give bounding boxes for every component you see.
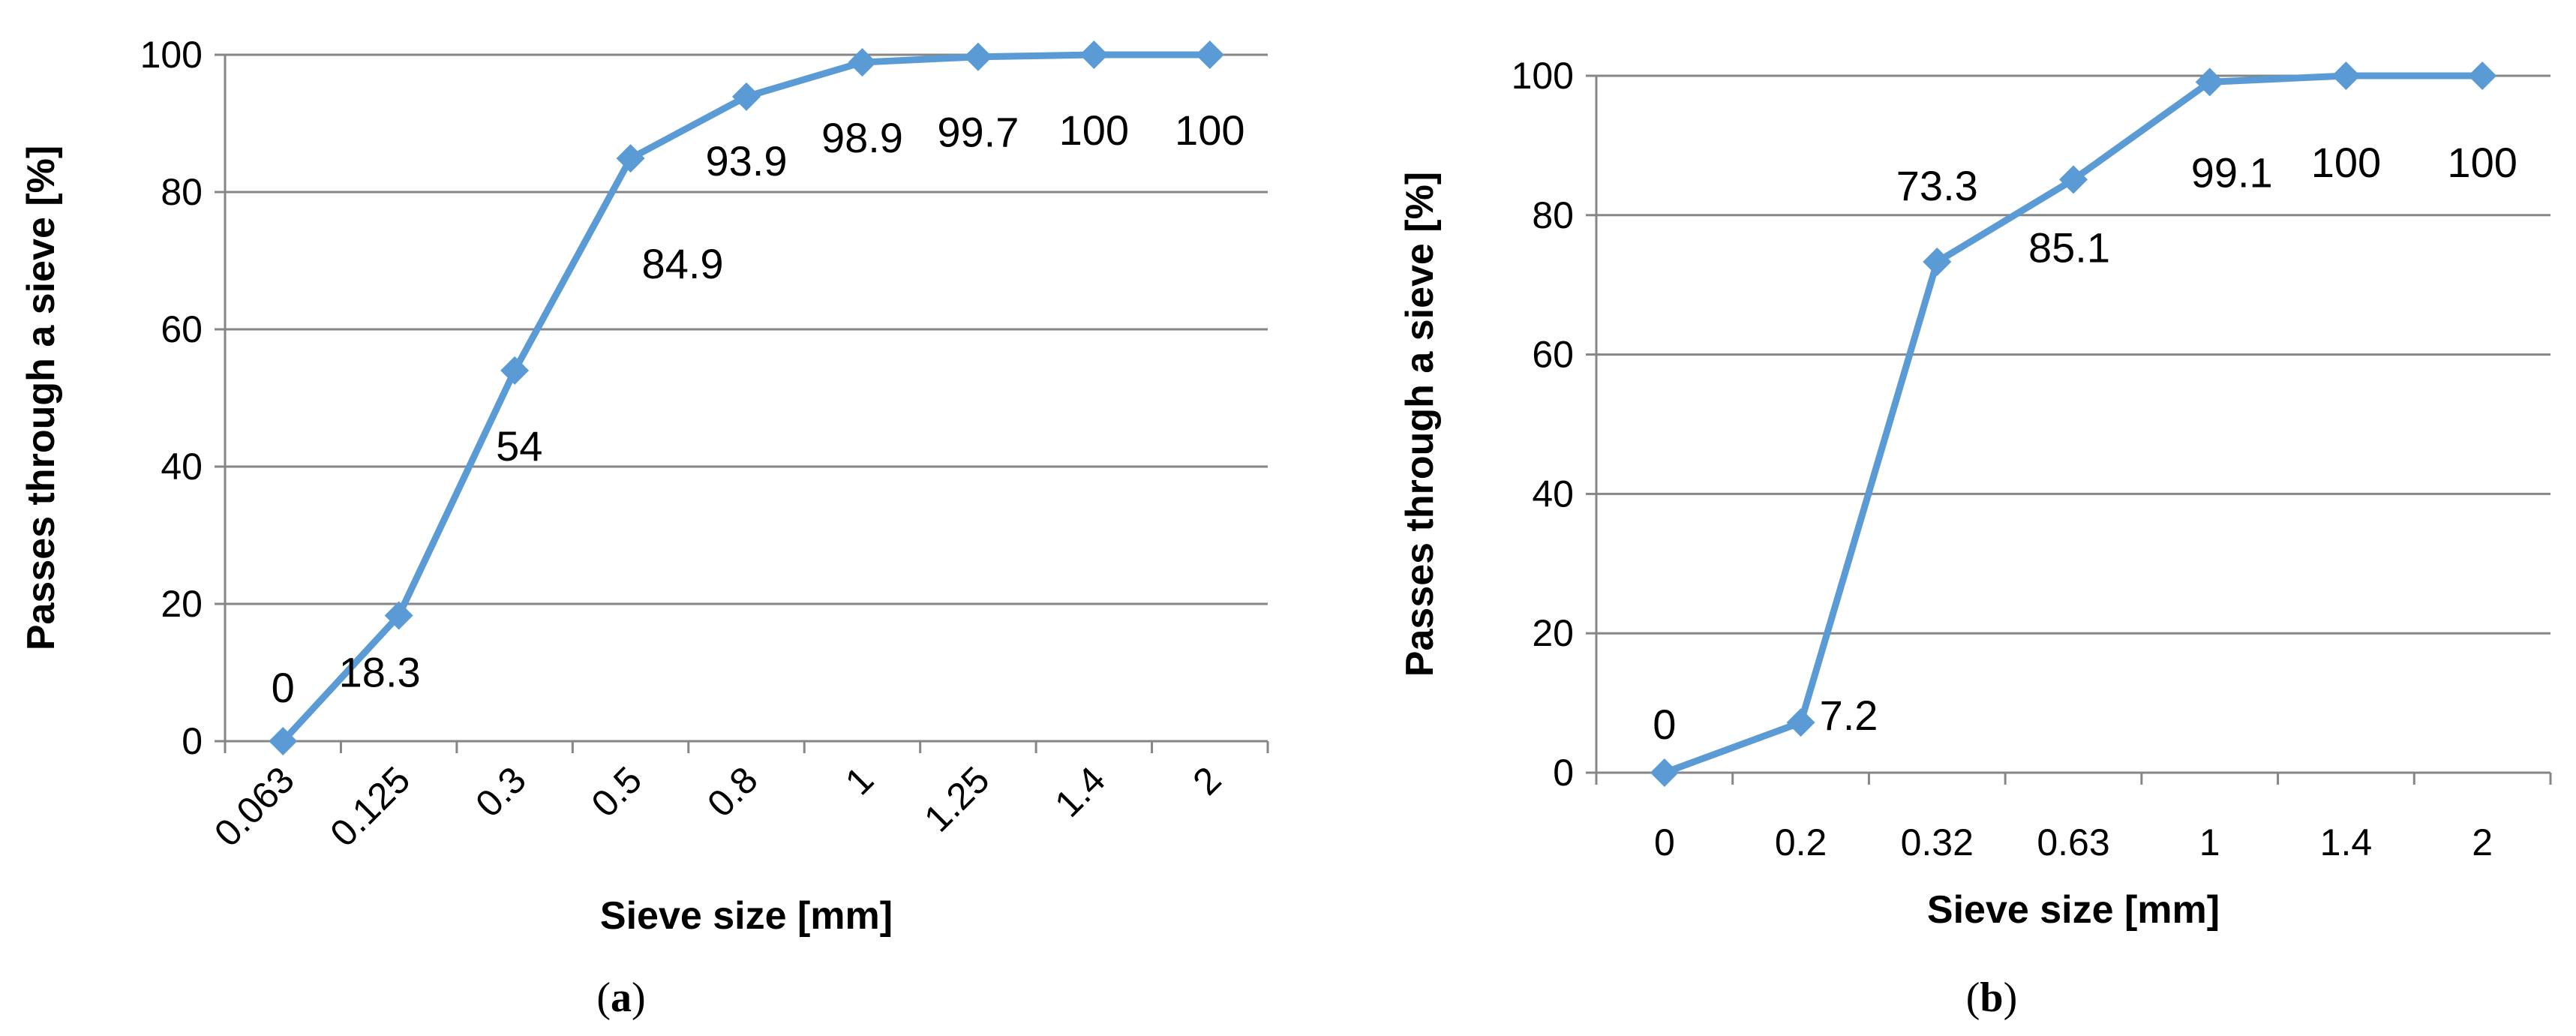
caption-a: (a) <box>596 974 645 1021</box>
x-tick-label: 2 <box>2472 821 2493 863</box>
data-label: 84.9 <box>642 240 724 287</box>
data-point-marker <box>848 48 877 77</box>
x-tick-label: 0.8 <box>699 758 766 825</box>
data-label: 100 <box>2447 139 2517 186</box>
y-tick-label: 40 <box>161 446 203 488</box>
data-point-marker <box>2059 165 2088 194</box>
y-tick-label: 20 <box>161 583 203 625</box>
x-tick-label: 0.63 <box>2037 821 2109 863</box>
data-label: 98.9 <box>821 114 903 161</box>
data-label: 73.3 <box>1896 162 1978 209</box>
y-tick-label: 20 <box>1532 612 1574 654</box>
x-tick-label: 0.125 <box>322 758 418 854</box>
data-point-marker <box>1786 708 1815 737</box>
data-point-marker <box>2195 68 2224 97</box>
data-point-marker <box>2468 62 2497 90</box>
data-point-marker <box>2331 62 2361 90</box>
data-point-marker <box>1923 248 1952 277</box>
x-tick-label: 1 <box>837 758 881 803</box>
data-label: 100 <box>2311 139 2381 186</box>
x-tick-label: 0.5 <box>584 758 650 825</box>
x-tick-label: 0.063 <box>206 758 302 854</box>
x-tick-label: 0.2 <box>1775 821 1827 863</box>
data-label: 0 <box>272 664 295 711</box>
y-tick-label: 100 <box>140 34 203 76</box>
y-tick-label: 0 <box>1553 752 1574 794</box>
x-tick-label: 1.4 <box>1046 758 1113 825</box>
x-tick-label: 2 <box>1184 758 1229 803</box>
data-point-marker <box>1195 41 1224 69</box>
data-label: 85.1 <box>2028 224 2110 271</box>
x-tick-label: 1.25 <box>916 758 997 839</box>
y-tick-label: 0 <box>182 720 203 762</box>
data-label: 93.9 <box>706 137 788 185</box>
data-label: 54 <box>496 422 542 470</box>
data-point-marker <box>269 727 298 755</box>
data-point-marker <box>963 42 992 71</box>
y-axis-title: Passes through a sieve [%] <box>1398 172 1442 677</box>
data-label: 0 <box>1653 701 1676 748</box>
y-tick-label: 40 <box>1532 473 1574 515</box>
y-axis-title: Passes through a sieve [%] <box>20 146 63 650</box>
y-tick-label: 60 <box>1532 334 1574 376</box>
data-label: 99.1 <box>2191 149 2273 196</box>
x-axis-title: Sieve size [mm] <box>1927 888 2220 932</box>
y-tick-label: 80 <box>1532 194 1574 236</box>
y-tick-label: 100 <box>1512 55 1574 97</box>
x-tick-label: 0 <box>1654 821 1675 863</box>
x-tick-label: 0.32 <box>1901 821 1974 863</box>
x-tick-label: 1 <box>2199 821 2220 863</box>
x-tick-label: 0.3 <box>467 758 534 825</box>
data-point-marker <box>1650 758 1679 787</box>
data-label: 7.2 <box>1820 692 1878 739</box>
x-axis-title: Sieve size [mm] <box>600 894 893 938</box>
x-tick-label: 1.4 <box>2320 821 2373 863</box>
data-point-marker <box>384 601 413 630</box>
data-label: 100 <box>1059 107 1129 154</box>
chart-b: 0 20 40 60 80 100 0 0.2 0.32 0.63 1 1.4 2 Sieve size … <box>1398 55 2552 932</box>
data-label: 100 <box>1175 107 1244 154</box>
caption-b: (b) <box>1966 974 2017 1021</box>
data-point-marker <box>500 356 530 385</box>
y-tick-label: 60 <box>161 308 203 350</box>
y-tick-label: 80 <box>161 171 203 213</box>
data-label: 18.3 <box>339 649 421 696</box>
data-label: 99.7 <box>937 109 1019 156</box>
data-point-marker <box>732 82 761 111</box>
data-point-marker <box>1079 41 1109 69</box>
data-point-marker <box>616 144 645 173</box>
